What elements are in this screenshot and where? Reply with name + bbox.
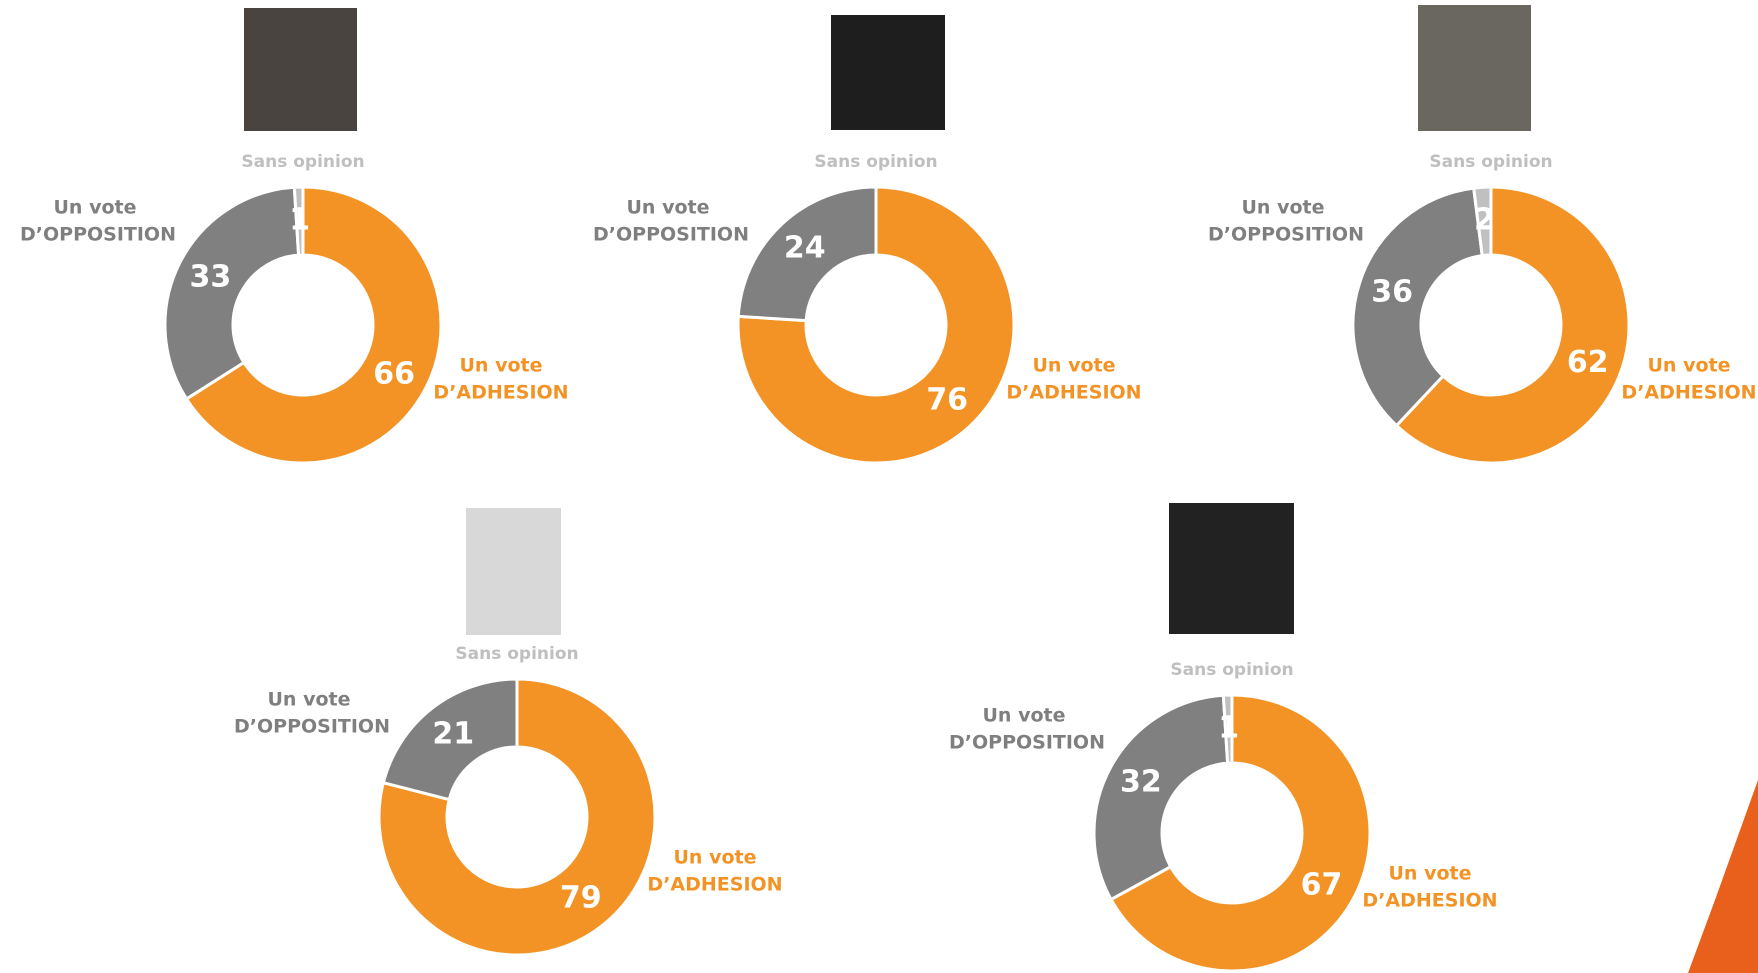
category-label: Un vote D’OPPOSITION: [949, 704, 1105, 753]
value-label: 1: [1218, 711, 1239, 746]
donut-slice: [377, 677, 657, 957]
donut-slice: [1109, 693, 1372, 973]
category-label: Un vote D’OPPOSITION: [234, 688, 390, 737]
donut-slice: [292, 185, 305, 257]
donut-slice: [163, 185, 301, 402]
portrait: [831, 15, 945, 130]
category-label: Sans opinion: [241, 152, 365, 173]
value-label: 66: [373, 357, 415, 392]
portrait: [244, 8, 357, 131]
value-label: 1: [289, 203, 310, 238]
decoration: [1688, 780, 1758, 973]
category-label: Sans opinion: [455, 644, 579, 665]
value-label: 76: [926, 382, 968, 417]
category-label: Un vote D’ADHESION: [1006, 354, 1142, 403]
category-label: Sans opinion: [1429, 152, 1553, 173]
category-label: Sans opinion: [814, 152, 938, 173]
category-label: Sans opinion: [1170, 660, 1294, 681]
value-label: 21: [432, 716, 474, 751]
value-label: 36: [1371, 274, 1413, 309]
donut-slice: [1394, 185, 1631, 465]
portrait: [466, 508, 561, 635]
category-label: Un vote D’ADHESION: [433, 354, 569, 403]
donut-slice: [1472, 185, 1493, 258]
donut-slice: [1092, 693, 1230, 902]
donut-slice: [736, 185, 1016, 465]
value-label: 24: [784, 231, 826, 266]
category-label: Un vote D’ADHESION: [1362, 862, 1498, 911]
value-label: 62: [1567, 345, 1609, 380]
category-label: Un vote D’ADHESION: [647, 846, 783, 895]
portrait: [1418, 5, 1531, 131]
category-label: Un vote D’OPPOSITION: [1208, 196, 1364, 245]
value-label: 32: [1120, 764, 1162, 799]
category-label: Un vote D’OPPOSITION: [20, 196, 176, 245]
donut-slice: [1351, 186, 1484, 428]
donut-slice: [381, 677, 519, 802]
portrait: [1169, 503, 1294, 634]
category-label: Un vote D’OPPOSITION: [593, 196, 749, 245]
donut-slice: [1221, 693, 1234, 765]
category-label: Un vote D’ADHESION: [1621, 354, 1757, 403]
value-label: 79: [560, 881, 602, 916]
value-label: 2: [1474, 203, 1495, 238]
donut-slice: [736, 185, 878, 323]
donut-slice: [184, 185, 443, 465]
value-label: 33: [189, 259, 231, 294]
value-label: 67: [1301, 867, 1343, 902]
